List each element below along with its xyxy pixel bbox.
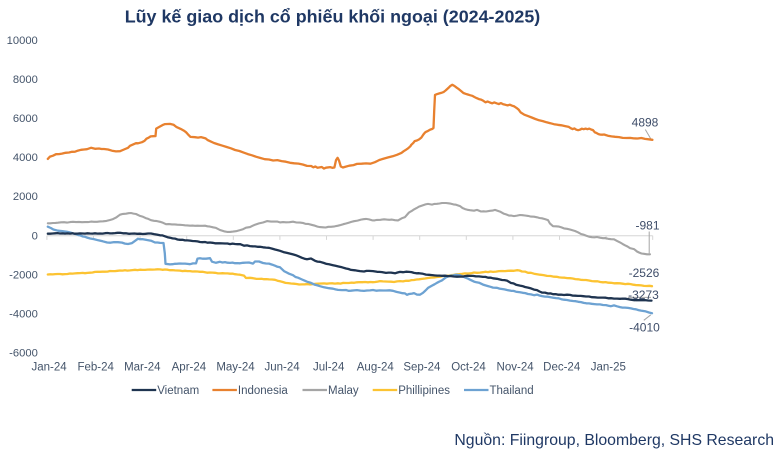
svg-text:Jul-24: Jul-24 [313, 361, 345, 373]
svg-text:Jan-24: Jan-24 [32, 361, 68, 373]
svg-text:Indonesia: Indonesia [238, 385, 288, 397]
svg-text:-4010: -4010 [629, 321, 660, 335]
svg-text:Aug-24: Aug-24 [357, 361, 395, 373]
svg-text:Mar-24: Mar-24 [124, 361, 161, 373]
svg-text:-6000: -6000 [9, 347, 38, 359]
svg-text:-3273: -3273 [628, 288, 659, 302]
svg-text:0: 0 [32, 230, 38, 242]
svg-text:Oct-24: Oct-24 [451, 361, 486, 373]
svg-text:10000: 10000 [7, 35, 38, 47]
svg-text:2000: 2000 [13, 191, 38, 203]
svg-text:-981: -981 [635, 219, 659, 233]
svg-text:4898: 4898 [632, 116, 659, 130]
svg-text:-2000: -2000 [9, 269, 38, 281]
svg-text:Thailand: Thailand [490, 385, 534, 397]
svg-text:Phillipines: Phillipines [398, 385, 450, 397]
svg-text:8000: 8000 [13, 74, 38, 86]
svg-text:-2526: -2526 [629, 266, 660, 280]
svg-text:May-24: May-24 [216, 361, 255, 373]
svg-text:Sep-24: Sep-24 [403, 361, 441, 373]
svg-text:Nguồn: Fiingroup, Bloomberg, S: Nguồn: Fiingroup, Bloomberg, SHS Researc… [454, 432, 774, 449]
svg-text:Jan-25: Jan-25 [591, 361, 626, 373]
svg-text:4000: 4000 [13, 152, 38, 164]
svg-text:6000: 6000 [13, 113, 38, 125]
svg-text:Vietnam: Vietnam [157, 385, 199, 397]
svg-text:Malay: Malay [328, 385, 359, 397]
svg-text:Dec-24: Dec-24 [543, 361, 581, 373]
svg-text:Jun-24: Jun-24 [265, 361, 301, 373]
svg-text:-4000: -4000 [9, 308, 38, 320]
svg-text:Apr-24: Apr-24 [172, 361, 207, 373]
svg-text:Lũy kế giao dịch cổ phiếu khối: Lũy kế giao dịch cổ phiếu khối ngoại (20… [125, 6, 541, 26]
svg-text:Nov-24: Nov-24 [497, 361, 535, 373]
svg-text:Feb-24: Feb-24 [77, 361, 114, 373]
